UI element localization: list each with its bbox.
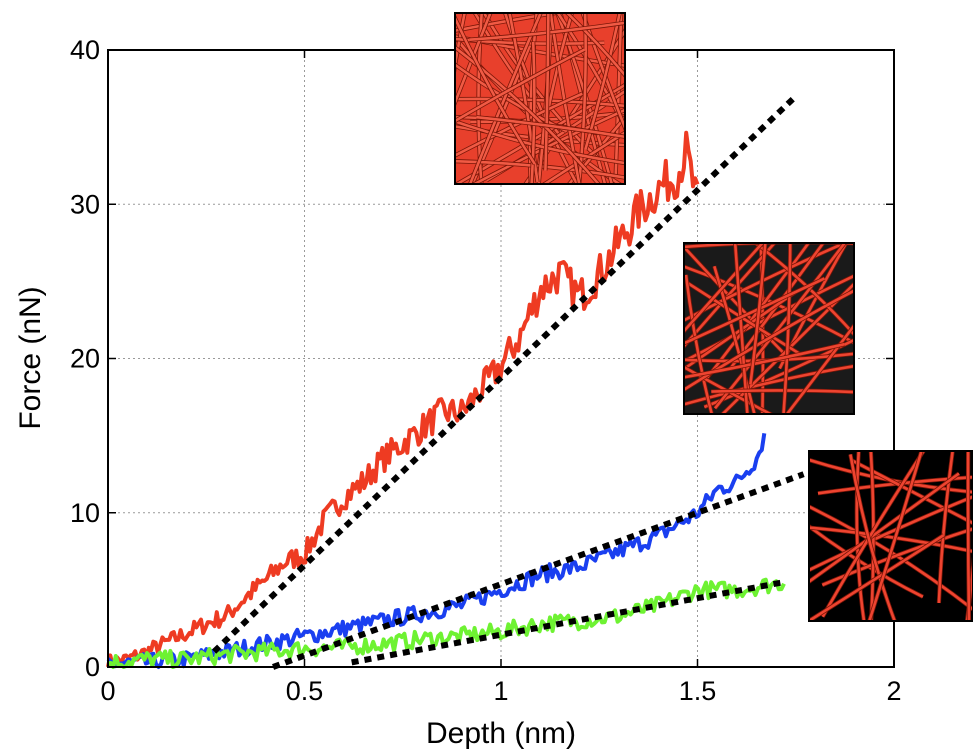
- inset-fiber: [469, 21, 625, 41]
- inset-fiber: [711, 389, 854, 394]
- inset-fiber: [684, 290, 798, 371]
- sparse-network-inset: [808, 450, 973, 622]
- inset-fiber: [455, 15, 536, 165]
- y-tick-label: 20: [70, 344, 100, 374]
- network-insets: [454, 12, 973, 622]
- inset-fiber: [821, 451, 926, 618]
- inset-fiber: [855, 451, 866, 621]
- inset-fiber: [684, 365, 774, 414]
- inset-fiber: [567, 115, 625, 184]
- medium-network-inset: [683, 242, 855, 415]
- inset-fiber: [684, 342, 845, 379]
- data-series-line: [106, 130, 700, 668]
- y-axis-title: Force (nN): [14, 286, 47, 429]
- inset-fiber: [584, 13, 622, 151]
- inset-fiber: [614, 13, 623, 176]
- inset-fiber: [455, 97, 625, 108]
- inset-fiber: [684, 364, 854, 406]
- inset-fiber: [455, 45, 601, 184]
- inset-fiber: [530, 41, 536, 184]
- inset-fiber: [476, 115, 625, 139]
- y-tick-label: 30: [70, 189, 100, 219]
- inset-fiber: [455, 13, 565, 33]
- inset-fiber: [549, 13, 581, 184]
- inset-fiber: [809, 472, 960, 584]
- inset-fiber: [544, 13, 550, 171]
- inset-fiber: [684, 289, 854, 392]
- x-tick-labels: 0 0.5 1 1.5 2: [100, 676, 901, 706]
- inset-fiber: [728, 243, 825, 371]
- x-tick-label: 2: [886, 676, 901, 706]
- inset-fibers: [809, 451, 973, 621]
- inset-border: [808, 450, 973, 622]
- inset-fibers: [455, 13, 625, 184]
- linear-fit-line: [272, 471, 805, 670]
- inset-fiber: [809, 534, 945, 621]
- inset-fiber: [713, 265, 756, 414]
- inset-fiber: [713, 243, 847, 410]
- inset-fiber: [577, 13, 587, 184]
- y-tick-label: 0: [85, 652, 100, 682]
- inset-fiber: [542, 131, 625, 184]
- inset-fiber: [785, 323, 854, 414]
- inset-fiber: [720, 282, 854, 414]
- x-tick-label: 0.5: [286, 676, 324, 706]
- x-tick-label: 1.5: [679, 676, 717, 706]
- data-series-line: [106, 433, 767, 669]
- inset-fiber: [809, 458, 973, 494]
- inset-fiber: [849, 454, 897, 621]
- linear-fit-line: [351, 579, 785, 666]
- x-axis-title: Depth (nm): [426, 717, 576, 750]
- inset-fiber: [503, 13, 579, 184]
- inset-fiber: [809, 505, 973, 612]
- inset-fiber: [684, 243, 777, 349]
- inset-fiber: [753, 243, 854, 337]
- inset-fiber: [455, 48, 586, 123]
- inset-fiber: [684, 277, 826, 345]
- y-tick-labels: 0 10 20 30 40: [70, 35, 100, 682]
- y-tick-label: 10: [70, 498, 100, 528]
- inset-fiber: [749, 243, 767, 385]
- inset-fiber: [937, 451, 954, 604]
- inset-fiber: [809, 495, 973, 572]
- inset-fiber: [965, 554, 973, 621]
- inset-fibers: [684, 243, 854, 414]
- x-tick-label: 0: [100, 676, 115, 706]
- dense-network-inset: [454, 12, 626, 185]
- inset-fiber: [477, 13, 484, 184]
- inset-border: [454, 12, 626, 185]
- y-tick-label: 40: [70, 35, 100, 65]
- inset-border: [683, 242, 855, 415]
- inset-fiber: [684, 274, 714, 414]
- inset-fiber: [455, 92, 583, 157]
- x-tick-label: 1: [493, 676, 508, 706]
- fit-lines: [212, 94, 805, 670]
- data-series: [106, 130, 786, 669]
- inset-fiber: [455, 83, 625, 184]
- inset-fiber: [782, 243, 792, 414]
- inset-fiber: [684, 243, 765, 334]
- inset-fiber: [455, 119, 625, 165]
- inset-fiber: [809, 526, 973, 553]
- inset-fiber: [867, 451, 923, 621]
- inset-fiber: [471, 108, 625, 184]
- inset-fiber: [966, 451, 971, 621]
- linear-fit-line: [212, 94, 798, 654]
